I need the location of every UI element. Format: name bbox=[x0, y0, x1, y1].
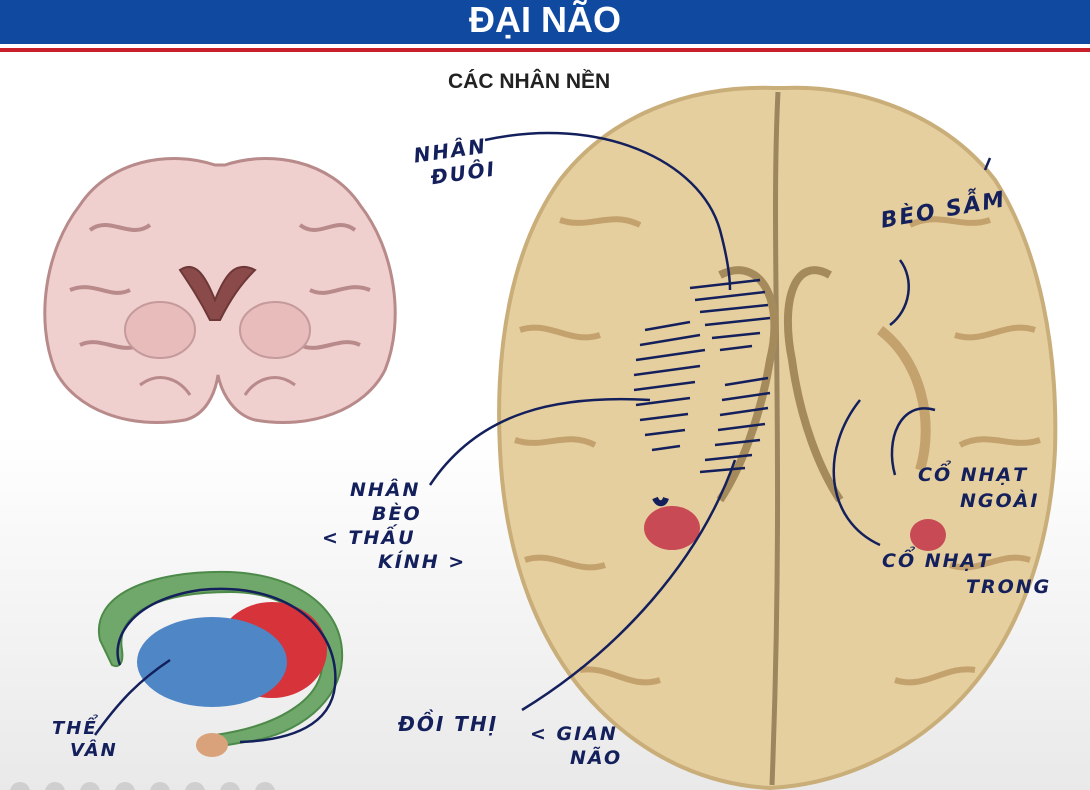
coronal-brain-section bbox=[43, 157, 397, 425]
label-external-capsule: CỔ NHẠT NGOÀI bbox=[918, 462, 1039, 514]
thalamus-pointer-line bbox=[521, 459, 737, 712]
header-bar bbox=[0, 0, 1090, 44]
label-thalamus-text: ĐỒI THỊ bbox=[398, 712, 499, 736]
label-external-capsule-line1: CỔ NHẠT bbox=[918, 464, 1029, 486]
external-capsule-pointer-line bbox=[890, 407, 936, 476]
label-internal-capsule: CỔ NHẠT TRONG bbox=[882, 548, 1051, 600]
label-thalamus: ĐỒI THỊ bbox=[398, 712, 498, 736]
label-external-capsule-line2: NGOÀI bbox=[960, 490, 1040, 512]
header-divider-white bbox=[0, 44, 1090, 48]
label-striatum-line2: VÂN bbox=[70, 740, 118, 761]
slide-title: ĐẠI NÃO bbox=[469, 0, 621, 40]
internal-capsule-pointer-line bbox=[832, 399, 881, 547]
label-striatum: THỂ VÂN bbox=[52, 718, 118, 762]
axial-brain-section bbox=[497, 85, 1058, 790]
striatum-outline-stroke bbox=[116, 587, 337, 744]
label-internal-capsule-line1: CỔ NHẠT bbox=[882, 550, 993, 572]
label-lentiform-nucleus: NHÂN BÈO < THẤU KÍNH > bbox=[322, 478, 467, 574]
slide-nav-dots bbox=[10, 782, 275, 790]
label-diencephalon-line2: NÃO bbox=[570, 747, 623, 769]
putamen-pointer-line bbox=[889, 259, 910, 326]
slide-subtitle: CÁC NHÂN NỀN bbox=[448, 70, 611, 93]
striatum-pointer-line bbox=[93, 658, 171, 736]
lentiform-hatching bbox=[633, 320, 771, 474]
header-divider-red bbox=[0, 48, 1090, 52]
annotation-strokes bbox=[93, 131, 992, 744]
label-lentiform-line4: KÍNH > bbox=[378, 551, 467, 573]
label-lentiform-line3: < THẤU bbox=[322, 527, 416, 549]
label-diencephalon: < GIAN NÃO bbox=[530, 722, 622, 770]
lentiform-pointer-line bbox=[428, 397, 651, 486]
label-internal-capsule-line2: TRONG bbox=[966, 576, 1052, 598]
basal-ganglia-diagram bbox=[97, 570, 344, 757]
label-lentiform-line1: NHÂN bbox=[350, 479, 421, 501]
caudate-hatching bbox=[689, 278, 771, 352]
caudate-pointer-line bbox=[484, 131, 732, 291]
label-striatum-line1: THỂ bbox=[52, 718, 98, 739]
label-lentiform-line2: BÈO bbox=[372, 503, 422, 525]
label-diencephalon-line1: < GIAN bbox=[530, 723, 618, 745]
